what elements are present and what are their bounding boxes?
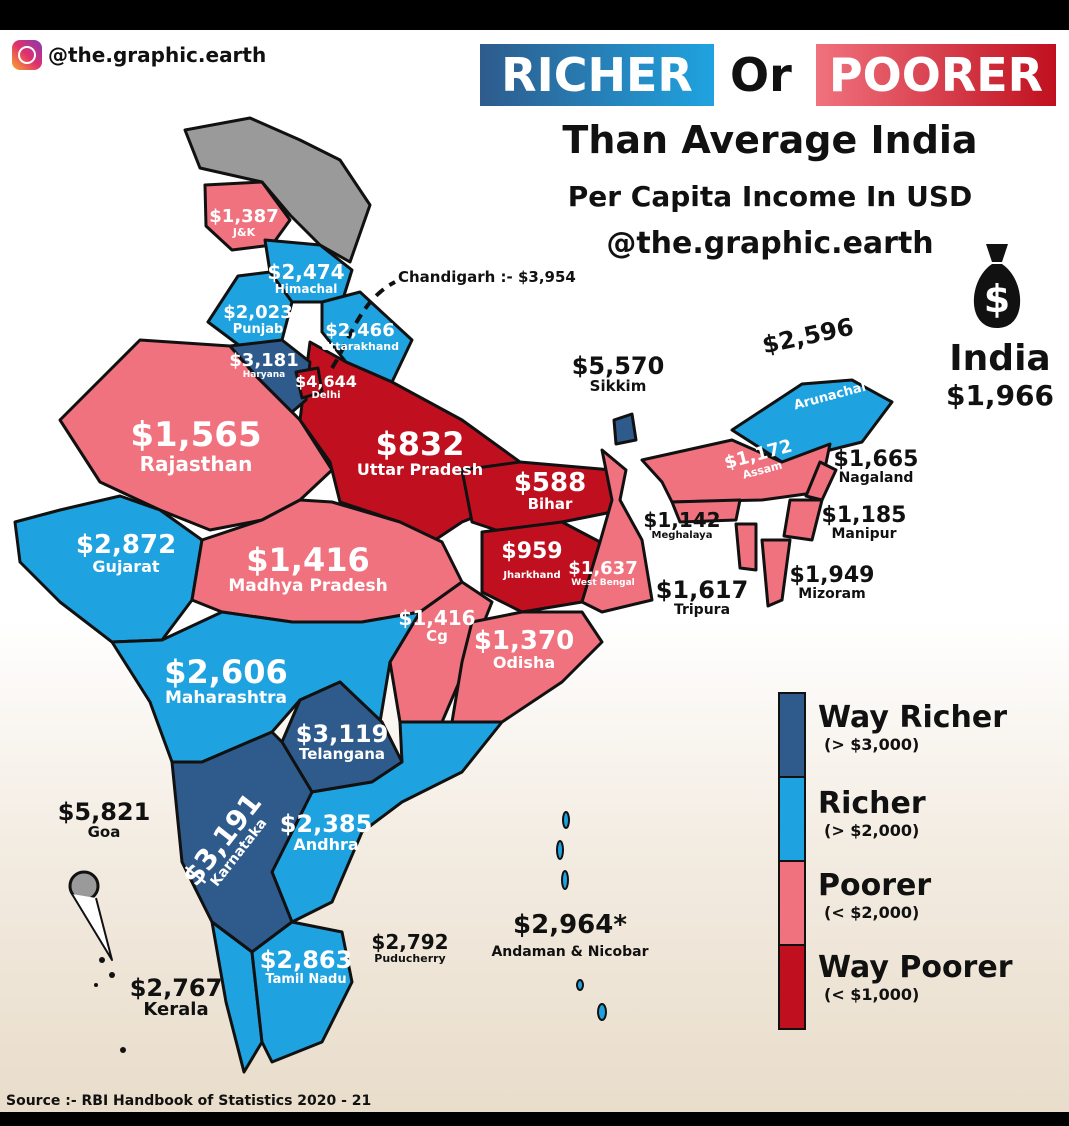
- title-richer: RICHER: [480, 44, 714, 106]
- chandigarh-leader-line: [330, 280, 396, 370]
- label-jharkhand: $959 Jharkhand: [501, 539, 563, 582]
- label-goa: $5,821 Goa: [57, 798, 151, 842]
- region-haryana: [228, 338, 312, 414]
- metric-label: Per Capita Income In USD: [567, 180, 973, 213]
- label-mp: $1,416 Madhya Pradesh: [228, 541, 388, 596]
- label-jk: $1,387 J&K: [209, 206, 279, 239]
- legend-swatch-richer: [778, 776, 806, 860]
- label-sikkim: $5,570 Sikkim: [571, 352, 665, 396]
- credit: @the.graphic.earth: [606, 226, 934, 261]
- region-pok-ladakh: [183, 116, 372, 264]
- india-average: India $1,966: [940, 338, 1060, 412]
- region-bihar: [460, 460, 614, 534]
- legend-color-bar: [778, 692, 806, 1030]
- label-haryana: $3,181 Haryana: [229, 350, 299, 380]
- label-himachal: $2,474 Himachal: [267, 260, 345, 296]
- region-tamil-nadu: [250, 920, 354, 1064]
- label-rajasthan: $1,565 Rajasthan: [130, 415, 262, 476]
- label-meghalaya: $1,142 Meghalaya: [643, 508, 721, 541]
- goa-magnifier-cone: [71, 893, 113, 961]
- legend-swatch-poorer: [778, 860, 806, 944]
- region-mizoram: [760, 538, 792, 608]
- label-telangana: $3,119 Telangana: [295, 720, 389, 764]
- lakshadweep-islands: [94, 957, 126, 1053]
- label-mizoram: $1,949 Mizoram: [789, 563, 875, 603]
- region-meghalaya: [670, 498, 742, 524]
- region-manipur: [782, 498, 824, 542]
- region-sikkim: [612, 412, 638, 446]
- label-kerala: $2,767 Kerala: [129, 974, 223, 1021]
- legend-richer: Richer (> $2,000): [818, 786, 926, 840]
- label-nagaland: $1,665 Nagaland: [833, 447, 919, 487]
- legend-poorer: Poorer (< $2,000): [818, 868, 932, 922]
- source-note: Source :- RBI Handbook of Statistics 202…: [6, 1093, 372, 1109]
- title-poorer: POORER: [816, 44, 1056, 106]
- label-punjab: $2,023 Punjab: [223, 302, 293, 337]
- label-puducherry: $2,792 Puducherry: [371, 930, 449, 965]
- top-bar: [0, 0, 1069, 30]
- instagram-icon: [12, 40, 42, 70]
- label-bihar: $588 Bihar: [513, 468, 587, 514]
- india-name: India: [949, 338, 1051, 379]
- handle-text: @the.graphic.earth: [48, 43, 267, 67]
- svg-text:$: $: [984, 277, 1010, 321]
- label-delhi: $4,644 Delhi: [295, 372, 357, 401]
- region-tripura: [734, 522, 758, 572]
- label-tamil-nadu: $2,863 Tamil Nadu: [259, 946, 353, 988]
- label-manipur: $1,185 Manipur: [821, 503, 907, 543]
- label-andaman-nicobar: $2,964* Andaman & Nicobar: [491, 910, 649, 961]
- region-delhi: [294, 366, 324, 400]
- legend-way-poorer: Way Poorer (< $1,000): [818, 950, 1013, 1004]
- label-tripura: $1,617 Tripura: [655, 576, 749, 619]
- label-maharashtra: $2,606 Maharashtra: [164, 653, 288, 708]
- bottom-bar: [0, 1112, 1069, 1126]
- instagram-handle: @the.graphic.earth: [12, 40, 266, 70]
- legend-way-richer: Way Richer (> $3,000): [818, 700, 1008, 754]
- label-up: $832 Uttar Pradesh: [356, 425, 484, 479]
- andaman-islands: [556, 811, 607, 1021]
- region-karnataka: [170, 730, 314, 954]
- title-or: Or: [730, 48, 792, 102]
- subtitle: Than Average India: [562, 118, 978, 162]
- label-uttarakhand: $2,466 Uttarakhand: [321, 320, 399, 353]
- label-odisha: $1,370 Odisha: [473, 626, 575, 673]
- label-chhattisgarh: $1,416 Cg: [398, 606, 476, 645]
- label-gujarat: $2,872 Gujarat: [75, 530, 177, 577]
- label-andhra: $2,385 Andhra: [279, 810, 373, 855]
- region-west-bengal: [580, 448, 654, 614]
- label-west-bengal: $1,637 West Bengal: [568, 558, 638, 588]
- legend-swatch-way-richer: [778, 692, 806, 776]
- region-kerala: [210, 920, 264, 1074]
- india-value: $1,966: [945, 379, 1055, 412]
- legend-swatch-way-poorer: [778, 944, 806, 1030]
- region-odisha: [450, 610, 604, 724]
- label-chandigarh: Chandigarh :- $3,954: [398, 268, 576, 286]
- money-bag-icon: $: [973, 244, 1021, 328]
